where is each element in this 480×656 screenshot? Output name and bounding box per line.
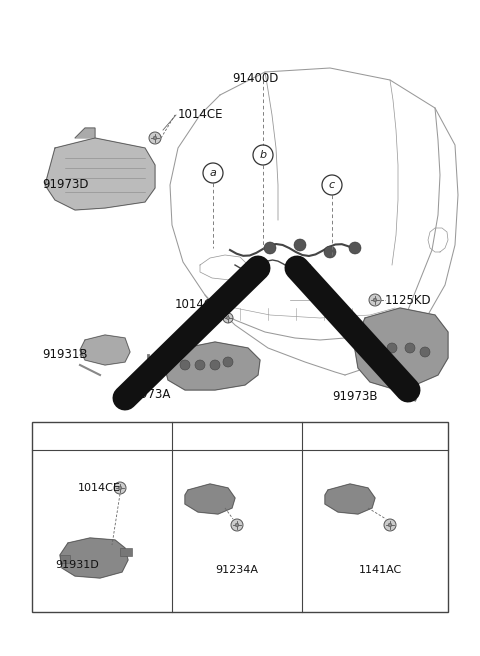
- Circle shape: [420, 347, 430, 357]
- Circle shape: [264, 242, 276, 254]
- Bar: [32, 422, 448, 612]
- Circle shape: [369, 294, 381, 306]
- Circle shape: [149, 132, 161, 144]
- Text: 91400D: 91400D: [232, 72, 278, 85]
- Circle shape: [387, 343, 397, 353]
- Polygon shape: [45, 138, 155, 210]
- Text: 91931D: 91931D: [55, 560, 99, 570]
- Circle shape: [373, 298, 377, 302]
- Bar: [120, 548, 132, 556]
- Circle shape: [324, 246, 336, 258]
- Circle shape: [349, 242, 361, 254]
- Circle shape: [223, 357, 233, 367]
- Polygon shape: [165, 342, 260, 390]
- Text: a: a: [45, 439, 51, 449]
- Text: 91234A: 91234A: [216, 565, 259, 575]
- Polygon shape: [80, 335, 130, 365]
- Circle shape: [370, 345, 380, 355]
- Text: 91931B: 91931B: [42, 348, 87, 361]
- Text: 1014CE: 1014CE: [178, 108, 224, 121]
- Text: 1125KD: 1125KD: [385, 293, 432, 306]
- Polygon shape: [75, 128, 95, 138]
- Text: 1014CE: 1014CE: [78, 483, 121, 493]
- Circle shape: [180, 360, 190, 370]
- Circle shape: [118, 486, 122, 490]
- Circle shape: [388, 523, 392, 527]
- Text: 91973D: 91973D: [42, 178, 88, 192]
- Text: 91973A: 91973A: [125, 388, 171, 401]
- Polygon shape: [355, 308, 448, 388]
- Circle shape: [227, 316, 229, 319]
- Circle shape: [114, 482, 126, 494]
- Text: c: c: [317, 439, 323, 449]
- Text: 1014CE: 1014CE: [175, 298, 220, 312]
- Text: 91973B: 91973B: [332, 390, 378, 403]
- Text: a: a: [210, 168, 216, 178]
- Circle shape: [235, 523, 239, 527]
- Text: 1141AC: 1141AC: [359, 565, 402, 575]
- Circle shape: [153, 136, 157, 140]
- Text: b: b: [185, 439, 192, 449]
- Text: c: c: [329, 180, 335, 190]
- Circle shape: [231, 519, 243, 531]
- Bar: [60, 555, 70, 563]
- Circle shape: [195, 360, 205, 370]
- Circle shape: [405, 343, 415, 353]
- Circle shape: [210, 360, 220, 370]
- Circle shape: [384, 519, 396, 531]
- Polygon shape: [185, 484, 235, 514]
- Circle shape: [294, 239, 306, 251]
- Polygon shape: [325, 484, 375, 514]
- Text: b: b: [259, 150, 266, 160]
- Circle shape: [223, 313, 233, 323]
- Polygon shape: [60, 538, 128, 578]
